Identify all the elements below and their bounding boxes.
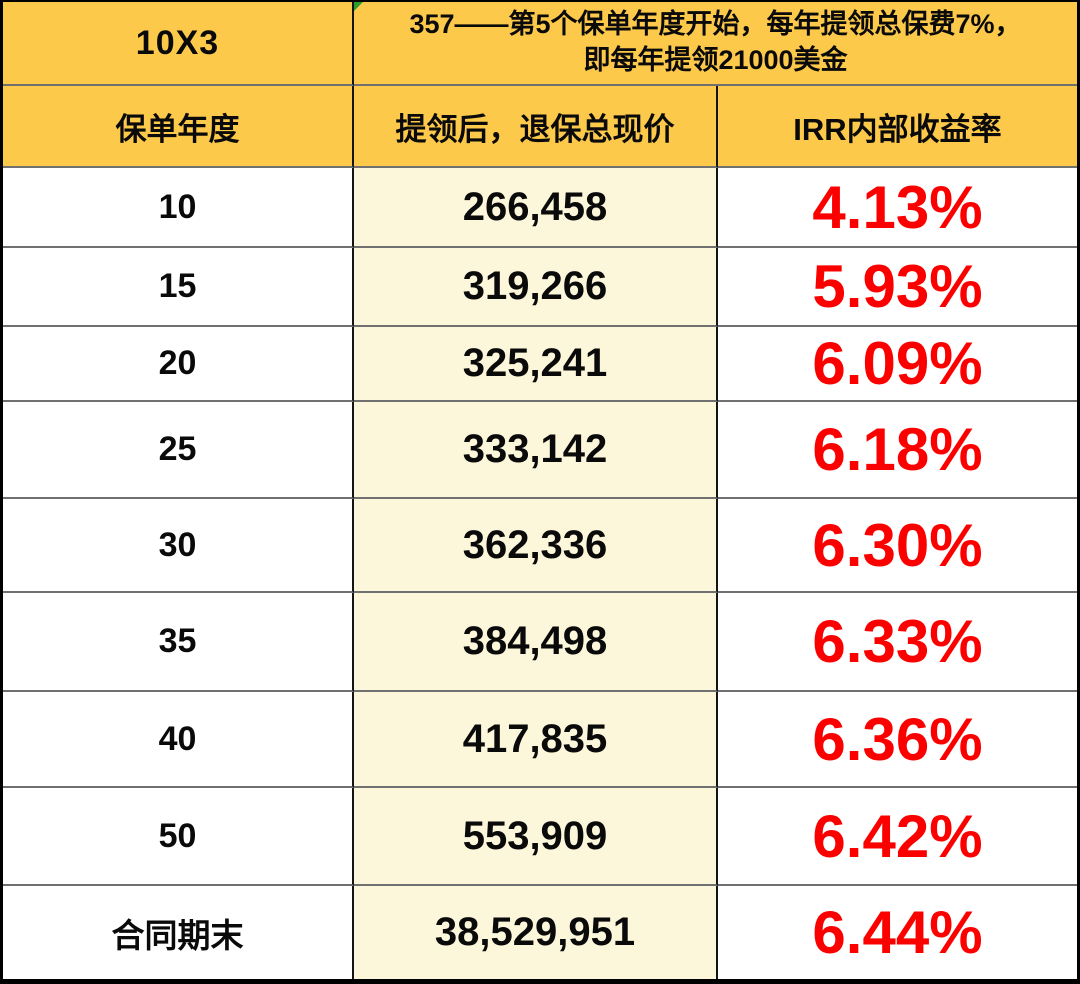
- irr-cell: 5.93%: [718, 248, 1077, 327]
- irr-cell: 6.33%: [718, 593, 1077, 692]
- error-indicator-icon: [354, 2, 363, 11]
- policy-year-cell: 合同期末: [3, 886, 354, 979]
- policy-year-cell: 25: [3, 402, 354, 499]
- note-line-1: 357——第5个保单年度开始，每年提领总保费7%，: [409, 9, 1022, 40]
- column-header-surrender-value: 提领后，退保总现价: [354, 86, 718, 168]
- note-line-2: 即每年提领21000美金: [583, 45, 848, 75]
- policy-year-cell: 50: [3, 788, 354, 886]
- surrender-value-cell: 325,241: [354, 327, 718, 402]
- surrender-value-cell: 417,835: [354, 692, 718, 788]
- irr-cell: 4.13%: [718, 168, 1077, 248]
- irr-cell: 6.42%: [718, 788, 1077, 886]
- surrender-value-cell: 384,498: [354, 593, 718, 692]
- surrender-value-cell: 266,458: [354, 168, 718, 248]
- policy-year-cell: 30: [3, 499, 354, 593]
- irr-cell: 6.18%: [718, 402, 1077, 499]
- policy-year-cell: 35: [3, 593, 354, 692]
- policy-year-cell: 40: [3, 692, 354, 788]
- surrender-value-cell: 319,266: [354, 248, 718, 327]
- policy-year-cell: 10: [3, 168, 354, 248]
- policy-year-cell: 15: [3, 248, 354, 327]
- irr-cell: 6.44%: [718, 886, 1077, 979]
- irr-cell: 6.30%: [718, 499, 1077, 593]
- irr-cell: 6.36%: [718, 692, 1077, 788]
- column-header-policy-year: 保单年度: [3, 86, 354, 168]
- column-header-irr: IRR内部收益率: [718, 86, 1077, 168]
- corner-label: 10X3: [135, 23, 220, 62]
- surrender-value-cell: 553,909: [354, 788, 718, 886]
- corner-label-cell: 10X3: [3, 2, 354, 86]
- surrender-value-cell: 38,529,951: [354, 886, 718, 979]
- irr-cell: 6.09%: [718, 327, 1077, 402]
- policy-year-cell: 20: [3, 327, 354, 402]
- surrender-value-cell: 333,142: [354, 402, 718, 499]
- surrender-value-cell: 362,336: [354, 499, 718, 593]
- withdrawal-note-cell: 357——第5个保单年度开始，每年提领总保费7%， 即每年提领21000美金: [354, 2, 1077, 86]
